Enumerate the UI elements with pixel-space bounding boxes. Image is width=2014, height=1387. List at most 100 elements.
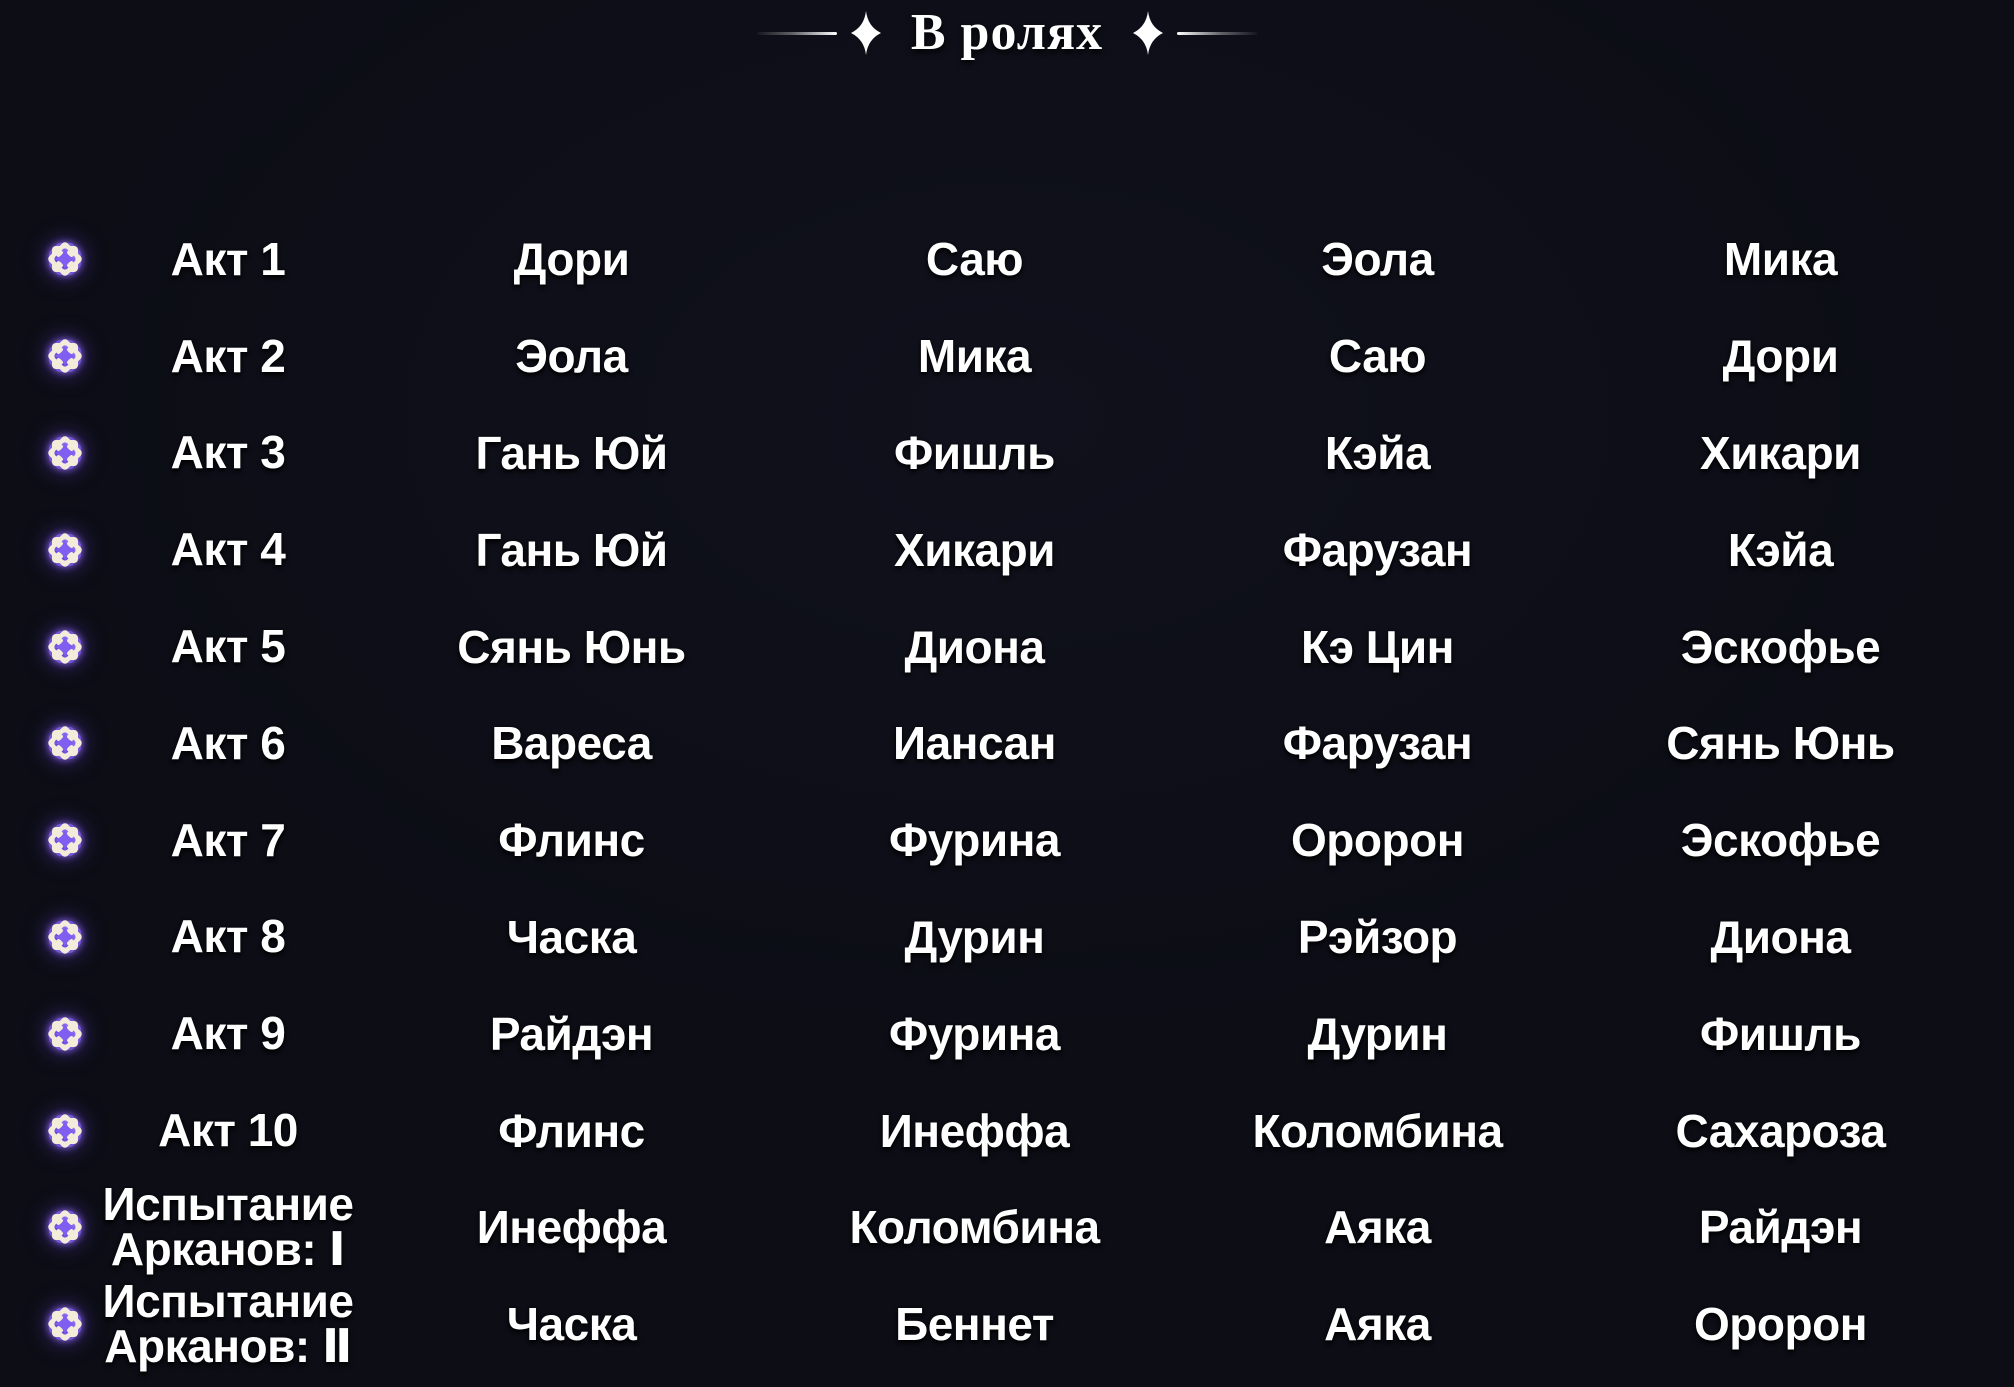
icon-cell: [0, 234, 130, 284]
table-row: Акт 7 Флинс Фурина Оророн Эскофье: [0, 792, 1982, 889]
act-label: Акт 3: [130, 426, 370, 479]
act-line: Акт 10: [158, 1104, 298, 1157]
table-row: Испытание Арканов: Ⅱ Часка Беннет Аяка Ор…: [0, 1276, 1982, 1373]
star-flower-icon: [48, 823, 82, 857]
cast-name: Хикари: [1700, 426, 1861, 479]
section-header: В ролях: [0, 0, 2014, 66]
table-row: Акт 8 Часка Дурин Рэйзор Диона: [0, 889, 1982, 986]
table-row: Акт 4 Гань Юй Хикари Фарузан Кэйа: [0, 501, 1982, 598]
cast-name: Инеффа: [879, 1104, 1070, 1157]
cast-name: Сянь Юнь: [1666, 717, 1895, 770]
star-flower-icon: [48, 920, 82, 954]
cast-name: Беннет: [895, 1298, 1054, 1351]
cast-name: Райдэн: [489, 1007, 654, 1060]
cast-name: Оророн: [1694, 1298, 1867, 1351]
icon-cell: [0, 1009, 130, 1059]
act-label: Испытание Арканов: Ⅰ: [103, 1181, 370, 1272]
cast-name: Мика: [917, 330, 1032, 383]
act-line: Испытание: [102, 1275, 354, 1328]
act-line: Акт 3: [170, 426, 286, 479]
icon-cell: [0, 718, 130, 768]
icon-cell: [0, 1106, 130, 1156]
act-label: Испытание Арканов: Ⅱ: [103, 1278, 370, 1369]
cast-name: Рэйзор: [1297, 910, 1458, 963]
act-line: Акт 2: [170, 329, 286, 382]
cast-name: Диона: [904, 620, 1045, 673]
decorative-line-right: [1177, 31, 1258, 35]
cast-name: Часка: [506, 1298, 637, 1351]
table-row: Акт 3 Гань Юй Фишль Кэйа Хикари: [0, 405, 1982, 502]
icon-cell: [0, 525, 130, 575]
table-row: Акт 10 Флинс Инеффа Коломбина Сахароза: [0, 1082, 1982, 1179]
cast-name: Вареса: [491, 717, 652, 770]
star-flower-icon: [48, 242, 82, 277]
cast-name: Фарузан: [1282, 523, 1473, 576]
icon-cell: [0, 912, 130, 962]
act-label: Акт 9: [130, 1007, 370, 1060]
cast-name: Сянь Юнь: [457, 620, 686, 673]
cast-name: Дурин: [1307, 1007, 1448, 1060]
cast-name: Флинс: [498, 814, 645, 867]
star-flower-icon: [48, 1017, 82, 1051]
act-line: Акт 5: [170, 620, 286, 673]
star-flower-icon: [48, 339, 82, 373]
cast-name: Аяка: [1324, 1201, 1431, 1254]
cast-name: Гань Юй: [475, 426, 668, 479]
cast-name: Оророн: [1291, 814, 1464, 867]
cast-name: Сахароза: [1675, 1104, 1886, 1157]
act-label: Акт 6: [130, 716, 370, 769]
act-line: Акт 1: [170, 232, 286, 285]
table-row: Акт 1 Дори Саю Эола Мика: [0, 211, 1982, 308]
icon-cell: [0, 622, 130, 672]
cast-name: Дурин: [904, 910, 1045, 963]
star-flower-icon: [48, 1210, 82, 1245]
cast-name: Фарузан: [1282, 717, 1473, 770]
cast-name: Иансан: [893, 717, 1056, 770]
act-label: Акт 1: [130, 232, 370, 285]
star-flower-icon: [48, 436, 82, 470]
cast-name: Аяка: [1324, 1298, 1431, 1351]
cast-name: Эола: [1321, 233, 1434, 286]
act-line: Акт 4: [170, 523, 286, 576]
cast-name: Хикари: [894, 523, 1055, 576]
act-label: Акт 8: [130, 913, 370, 959]
cast-name: Часка: [506, 910, 637, 963]
icon-cell: [0, 428, 130, 478]
act-line: Акт 7: [170, 813, 286, 866]
act-line: Акт 6: [170, 716, 286, 769]
star-flower-icon: [48, 1113, 82, 1148]
act-line: Акт 9: [170, 1007, 286, 1060]
cast-name: Дори: [513, 233, 630, 286]
cast-name: Саю: [1328, 330, 1427, 383]
cast-name: Флинс: [498, 1104, 645, 1157]
cast-name: Фишль: [894, 426, 1055, 479]
act-label: Акт 10: [130, 1104, 370, 1157]
icon-cell: [0, 1299, 130, 1349]
table-row: Акт 6 Вареса Иансан Фарузан Сянь Юнь: [0, 695, 1982, 792]
cast-name: Диона: [1710, 910, 1851, 963]
table-row: Испытание Арканов: Ⅰ Инеффа Коломбина Аяк…: [0, 1179, 1982, 1276]
icon-cell: [0, 1202, 130, 1252]
act-label: Акт 2: [130, 329, 370, 382]
cast-name: Кэйа: [1324, 426, 1431, 479]
cast-name: Саю: [925, 233, 1024, 286]
cast-name: Эскофье: [1680, 620, 1881, 673]
cast-name: Райдэн: [1698, 1201, 1863, 1254]
cast-name: Фурина: [889, 1007, 1060, 1060]
star-flower-icon: [48, 533, 82, 567]
cast-name: Кэйа: [1727, 523, 1834, 576]
cast-name: Фурина: [889, 814, 1060, 867]
star-flower-icon: [48, 726, 82, 761]
act-line: Арканов: Ⅰ: [110, 1223, 346, 1276]
star-flower-icon: [48, 1307, 82, 1341]
page-title: В ролях: [910, 4, 1104, 61]
sparkle-icon: [850, 11, 881, 55]
cast-name: Эскофье: [1680, 814, 1881, 867]
cast-name: Мика: [1723, 233, 1838, 286]
table-row: Акт 5 Сянь Юнь Диона Кэ Цин Эскофье: [0, 598, 1982, 695]
act-label: Акт 7: [130, 813, 370, 866]
cast-name: Гань Юй: [475, 523, 668, 576]
cast-name: Коломбина: [1252, 1104, 1503, 1157]
cast-name: Инеффа: [476, 1201, 667, 1254]
